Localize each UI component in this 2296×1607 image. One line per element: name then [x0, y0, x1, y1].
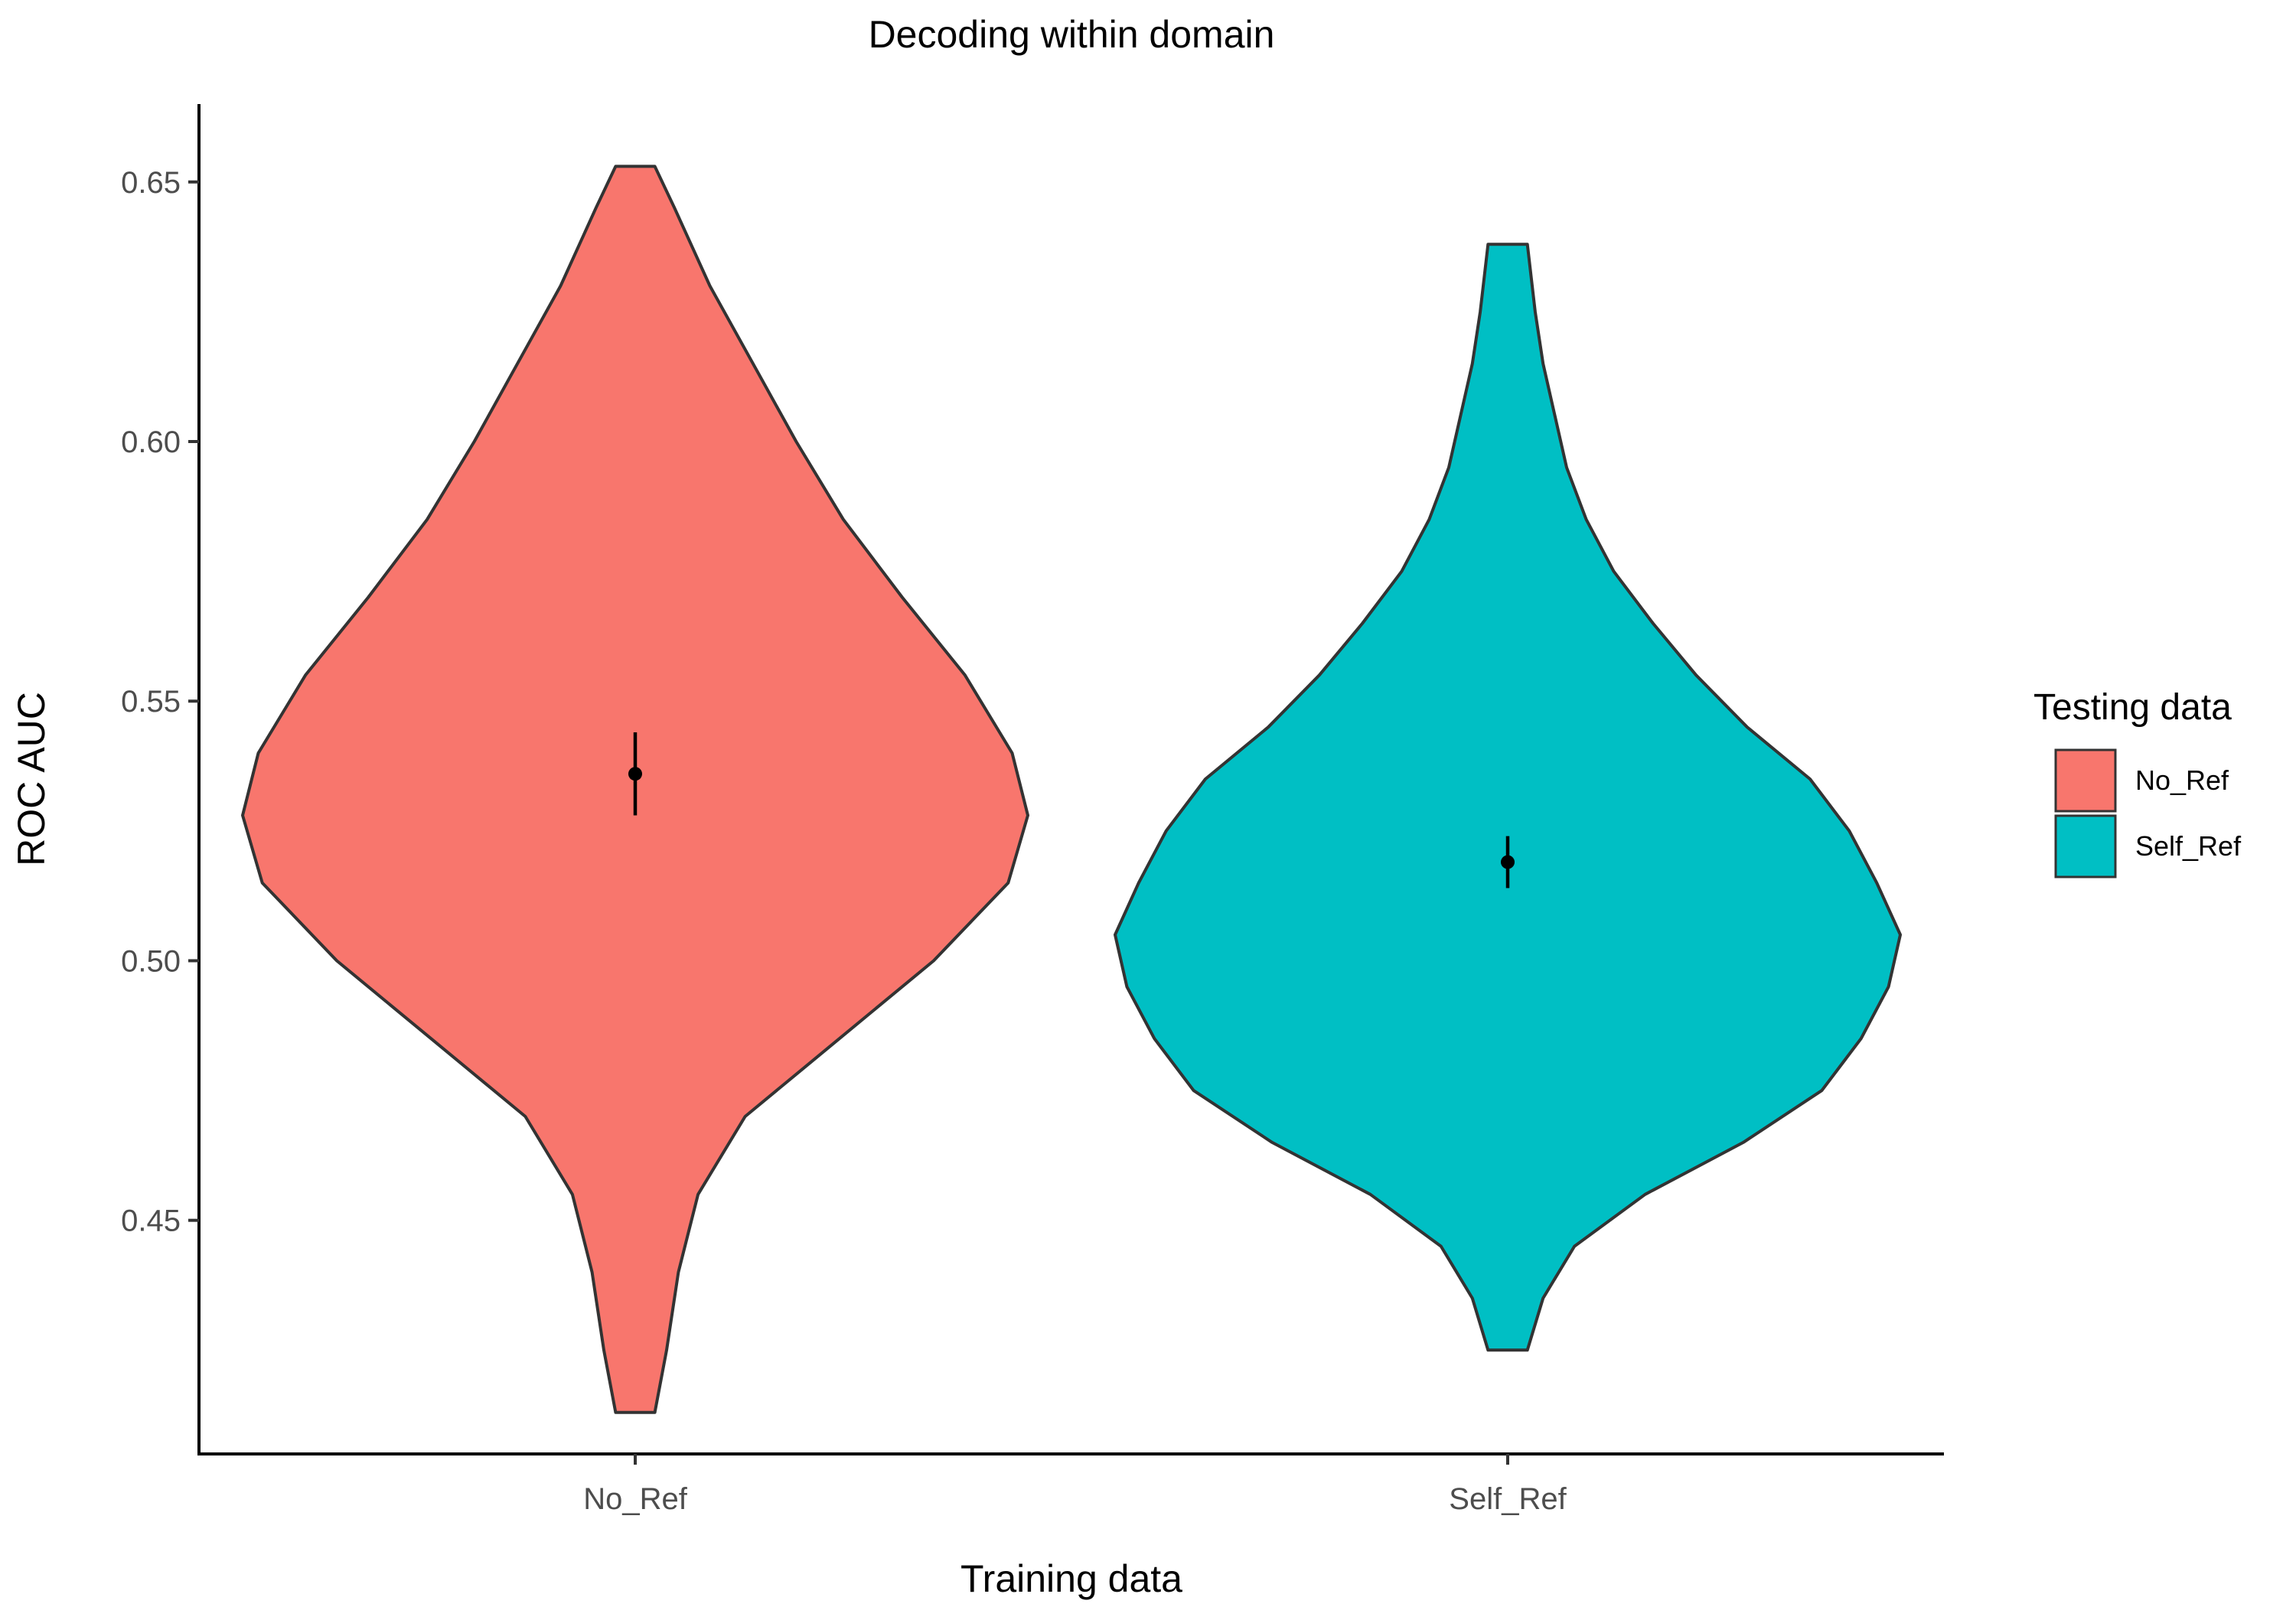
x-axis-title: Training data — [960, 1557, 1182, 1600]
legend-key — [2054, 814, 2117, 878]
mean-point — [1501, 855, 1515, 869]
violin-self-ref — [1114, 243, 1902, 1352]
legend: Testing data No_Ref Self_Ref — [2033, 687, 2242, 878]
y-axis-ticks: 0.45 0.50 0.55 0.60 0.65 — [121, 166, 199, 1238]
x-tick-label: No_Ref — [583, 1482, 688, 1516]
y-tick-label: 0.60 — [121, 425, 181, 459]
legend-key — [2054, 748, 2117, 813]
x-tick-label: Self_Ref — [1449, 1482, 1567, 1516]
legend-label: No_Ref — [2135, 764, 2229, 796]
x-axis-ticks: No_Ref Self_Ref — [583, 1454, 1567, 1516]
plot-area — [241, 165, 1902, 1414]
y-tick-label: 0.55 — [121, 685, 181, 719]
chart-title: Decoding within domain — [869, 13, 1275, 56]
y-axis-title: ROC AUC — [10, 692, 53, 866]
y-tick-label: 0.50 — [121, 944, 181, 978]
y-tick-label: 0.45 — [121, 1204, 181, 1238]
legend-label: Self_Ref — [2135, 830, 2242, 862]
mean-point — [628, 767, 642, 781]
legend-title: Testing data — [2033, 687, 2232, 728]
y-tick-label: 0.65 — [121, 166, 181, 200]
